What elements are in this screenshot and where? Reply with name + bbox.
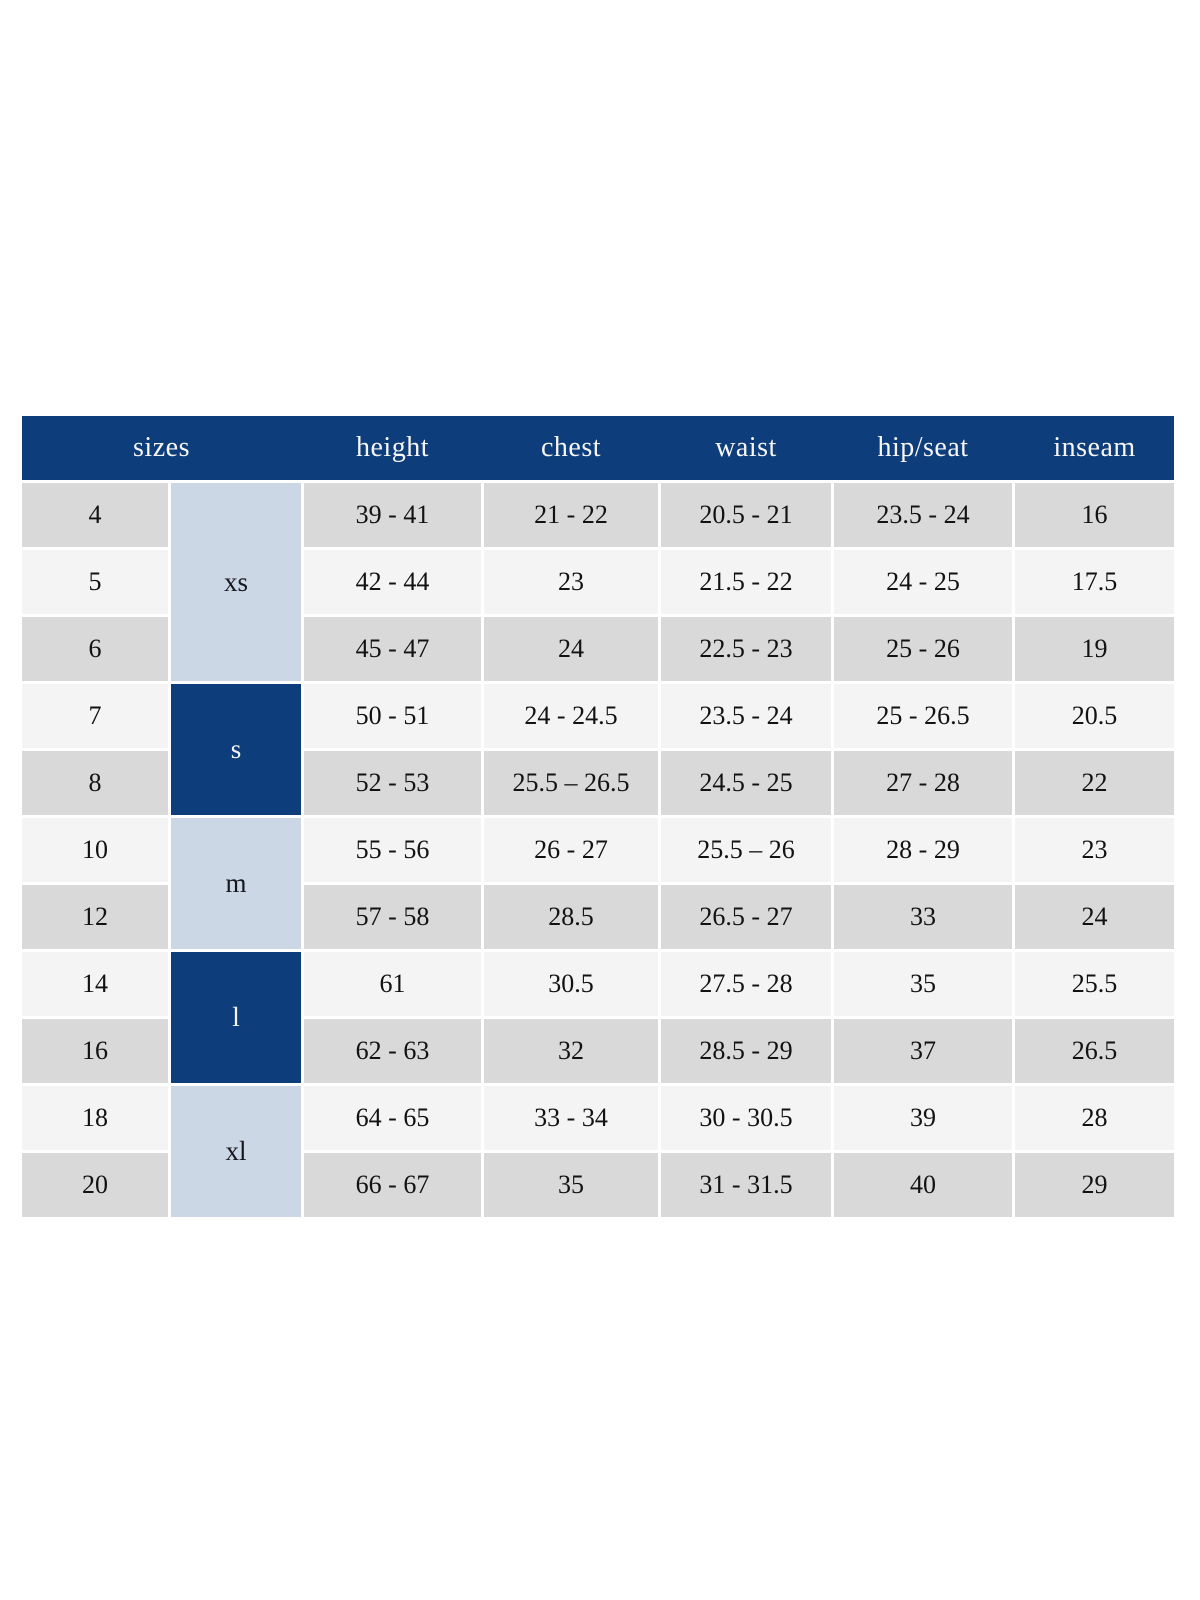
size-chart-table: sizes height chest waist hip/seat inseam… — [19, 413, 1177, 1220]
table-row-size-5: 5 42 - 44 23 21.5 - 22 24 - 25 17.5 — [22, 550, 1174, 614]
hip-seat-cell: 39 — [834, 1086, 1012, 1150]
table-row-size-20: 20 66 - 67 35 31 - 31.5 40 29 — [22, 1153, 1174, 1217]
waist-cell: 28.5 - 29 — [661, 1019, 831, 1083]
height-cell: 64 - 65 — [304, 1086, 481, 1150]
height-cell: 42 - 44 — [304, 550, 481, 614]
inseam-cell: 28 — [1015, 1086, 1174, 1150]
waist-cell: 23.5 - 24 — [661, 684, 831, 748]
header-hip-seat-label: hip/seat — [877, 432, 969, 463]
chest-cell: 26 - 27 — [484, 818, 658, 882]
hip-seat-cell: 27 - 28 — [834, 751, 1012, 815]
hip-seat-cell: 23.5 - 24 — [834, 483, 1012, 547]
table-row-size-4: 4 xs 39 - 41 21 - 22 20.5 - 21 23.5 - 24… — [22, 483, 1174, 681]
hip-seat-cell: 24 - 25 — [834, 550, 1012, 614]
waist-cell: 20.5 - 21 — [661, 483, 831, 547]
table-row-size-8: 8 52 - 53 25.5 – 26.5 24.5 - 25 27 - 28 … — [22, 751, 1174, 815]
chest-cell: 30.5 — [484, 952, 658, 1016]
table-row-size-14: 14 l 61 30.5 27.5 - 28 35 25.5 — [22, 952, 1174, 1083]
chest-cell: 35 — [484, 1153, 658, 1217]
size-number-cell: 16 — [22, 1019, 168, 1083]
inseam-cell: 23 — [1015, 818, 1174, 882]
size-number-cell: 10 — [22, 818, 168, 882]
inseam-cell: 16 — [1015, 483, 1174, 547]
table-header-bar: sizes height chest waist hip/seat inseam — [22, 416, 1174, 480]
size-number-cell: 18 — [22, 1086, 168, 1150]
inseam-cell: 17.5 — [1015, 550, 1174, 614]
hip-seat-cell: 28 - 29 — [834, 818, 1012, 882]
inseam-cell: 22 — [1015, 751, 1174, 815]
header-labels: sizes height chest waist hip/seat inseam — [22, 416, 1174, 480]
inseam-cell: 26.5 — [1015, 1019, 1174, 1083]
inseam-cell: 25.5 — [1015, 952, 1174, 1016]
inseam-cell: 29 — [1015, 1153, 1174, 1217]
height-cell: 55 - 56 — [304, 818, 481, 882]
height-cell: 50 - 51 — [304, 684, 481, 748]
height-cell: 45 - 47 — [304, 617, 481, 681]
height-cell: 57 - 58 — [304, 885, 481, 949]
table-row-size-7: 7 s 50 - 51 24 - 24.5 23.5 - 24 25 - 26.… — [22, 684, 1174, 815]
table-row-size-12: 12 57 - 58 28.5 26.5 - 27 33 24 — [22, 885, 1174, 949]
table-row-size-18: 18 xl 64 - 65 33 - 34 30 - 30.5 39 28 — [22, 1086, 1174, 1217]
header-chest-label: chest — [540, 432, 602, 463]
chest-cell: 33 - 34 — [484, 1086, 658, 1150]
waist-cell: 26.5 - 27 — [661, 885, 831, 949]
size-number-cell: 4 — [22, 483, 168, 547]
chest-cell: 21 - 22 — [484, 483, 658, 547]
inseam-cell: 24 — [1015, 885, 1174, 949]
size-group-m-cell: m — [171, 818, 301, 949]
waist-cell: 31 - 31.5 — [661, 1153, 831, 1217]
size-group-xs-cell: xs — [171, 483, 301, 681]
header-waist-label: waist — [715, 432, 777, 463]
waist-cell: 22.5 - 23 — [661, 617, 831, 681]
chest-cell: 24 - 24.5 — [484, 684, 658, 748]
hip-seat-cell: 37 — [834, 1019, 1012, 1083]
chest-cell: 28.5 — [484, 885, 658, 949]
chest-cell: 23 — [484, 550, 658, 614]
inseam-cell: 19 — [1015, 617, 1174, 681]
waist-cell: 30 - 30.5 — [661, 1086, 831, 1150]
header-height-label: height — [356, 432, 429, 463]
size-number-cell: 14 — [22, 952, 168, 1016]
size-number-cell: 12 — [22, 885, 168, 949]
table-row-size-16: 16 62 - 63 32 28.5 - 29 37 26.5 — [22, 1019, 1174, 1083]
size-number-cell: 6 — [22, 617, 168, 681]
height-cell: 39 - 41 — [304, 483, 481, 547]
hip-seat-cell: 25 - 26 — [834, 617, 1012, 681]
waist-cell: 27.5 - 28 — [661, 952, 831, 1016]
inseam-cell: 20.5 — [1015, 684, 1174, 748]
height-cell: 66 - 67 — [304, 1153, 481, 1217]
header-inseam-label: inseam — [1053, 432, 1136, 463]
height-cell: 52 - 53 — [304, 751, 481, 815]
waist-cell: 24.5 - 25 — [661, 751, 831, 815]
table-row-size-10: 10 m 55 - 56 26 - 27 25.5 – 26 28 - 29 2… — [22, 818, 1174, 949]
hip-seat-cell: 33 — [834, 885, 1012, 949]
hip-seat-cell: 35 — [834, 952, 1012, 1016]
chest-cell: 25.5 – 26.5 — [484, 751, 658, 815]
size-number-cell: 20 — [22, 1153, 168, 1217]
size-number-cell: 5 — [22, 550, 168, 614]
size-number-cell: 7 — [22, 684, 168, 748]
hip-seat-cell: 25 - 26.5 — [834, 684, 1012, 748]
chest-cell: 32 — [484, 1019, 658, 1083]
size-number-cell: 8 — [22, 751, 168, 815]
size-group-xl-cell: xl — [171, 1086, 301, 1217]
header-row: sizes height chest waist hip/seat inseam — [22, 416, 1174, 480]
height-cell: 61 — [304, 952, 481, 1016]
waist-cell: 21.5 - 22 — [661, 550, 831, 614]
height-cell: 62 - 63 — [304, 1019, 481, 1083]
chest-cell: 24 — [484, 617, 658, 681]
waist-cell: 25.5 – 26 — [661, 818, 831, 882]
header-sizes-label: sizes — [133, 432, 190, 463]
table-row-size-6: 6 45 - 47 24 22.5 - 23 25 - 26 19 — [22, 617, 1174, 681]
size-group-l-cell: l — [171, 952, 301, 1083]
hip-seat-cell: 40 — [834, 1153, 1012, 1217]
size-group-s-cell: s — [171, 684, 301, 815]
